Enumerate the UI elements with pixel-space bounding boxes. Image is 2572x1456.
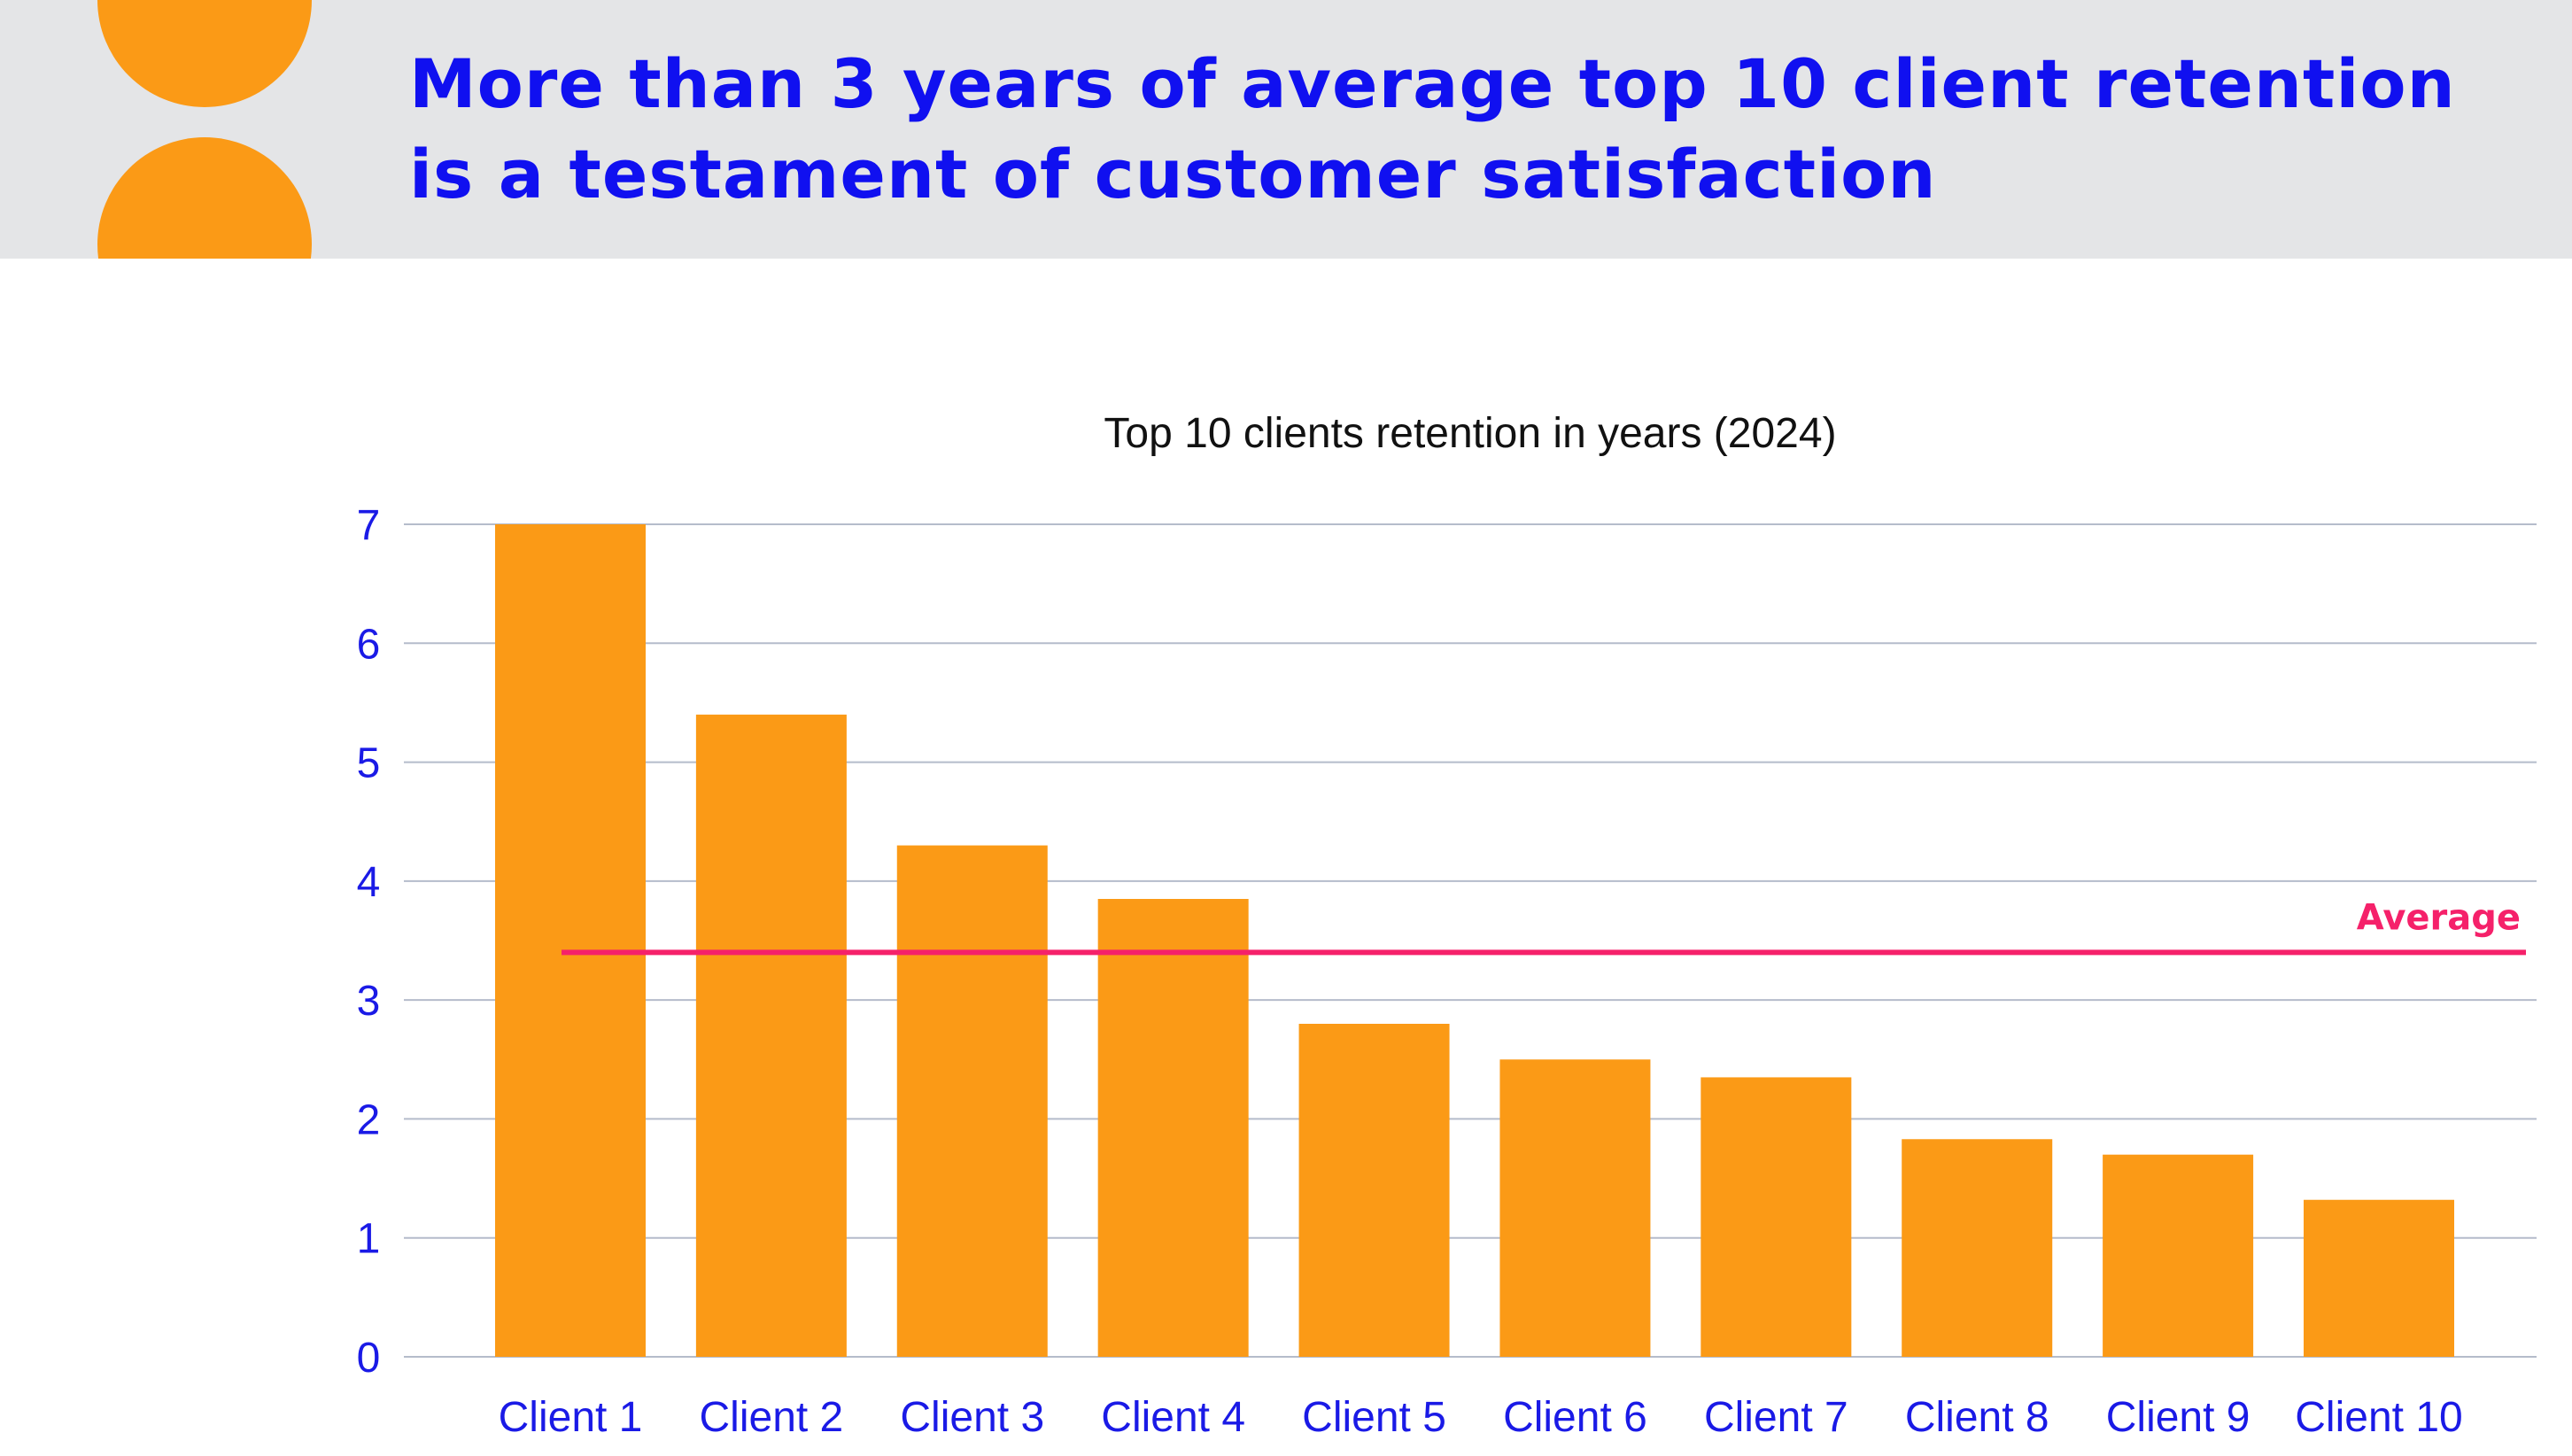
x-tick-label: Client 4 [1101, 1394, 1245, 1441]
average-label: Average [2357, 897, 2521, 938]
y-tick-label: 2 [357, 1096, 381, 1143]
bar-client-9 [2103, 1154, 2254, 1357]
average-reference: Average [562, 897, 2526, 956]
bar-client-3 [896, 845, 1048, 1357]
x-tick-label: Client 2 [700, 1394, 844, 1441]
x-tick-label: Client 7 [1704, 1394, 1848, 1441]
y-tick-label: 6 [357, 621, 381, 668]
chart-title: Top 10 clients retention in years (2024) [1104, 410, 1836, 457]
header-band [0, 0, 2572, 259]
bar-client-10 [2304, 1199, 2454, 1357]
y-tick-label: 4 [357, 859, 381, 906]
decorative-shape-top [97, 0, 312, 259]
x-tick-label: Client 5 [1302, 1394, 1446, 1441]
decorative-shape-bottom [97, 0, 312, 259]
bar-client-4 [1097, 899, 1249, 1357]
bars [495, 524, 2454, 1357]
bar-client-5 [1298, 1024, 1450, 1357]
x-tick-label: Client 3 [900, 1394, 1044, 1441]
bar-client-8 [1902, 1139, 2053, 1357]
bar-client-6 [1499, 1059, 1651, 1357]
x-tick-label: Client 8 [1905, 1394, 2049, 1441]
y-tick-label: 3 [357, 978, 381, 1025]
x-tick-label: Client 10 [2295, 1394, 2462, 1441]
x-tick-label: Client 6 [1503, 1394, 1647, 1441]
bar-client-7 [1700, 1077, 1852, 1357]
page-title: More than 3 years of average top 10 clie… [409, 44, 2456, 213]
bar-client-1 [495, 524, 646, 1357]
y-tick-label: 0 [357, 1335, 381, 1382]
y-tick-label: 7 [357, 502, 381, 549]
x-tick-label: Client 1 [499, 1394, 643, 1441]
x-axis-labels: Client 1 Client 2 Client 3 Client 4 Client 5… [499, 1394, 2463, 1441]
x-tick-label: Client 9 [2106, 1394, 2250, 1441]
y-axis-ticks: 0 1 2 3 4 5 6 7 [357, 502, 381, 1382]
bar-client-2 [695, 714, 847, 1357]
y-tick-label: 5 [357, 740, 381, 787]
y-tick-label: 1 [357, 1216, 381, 1263]
